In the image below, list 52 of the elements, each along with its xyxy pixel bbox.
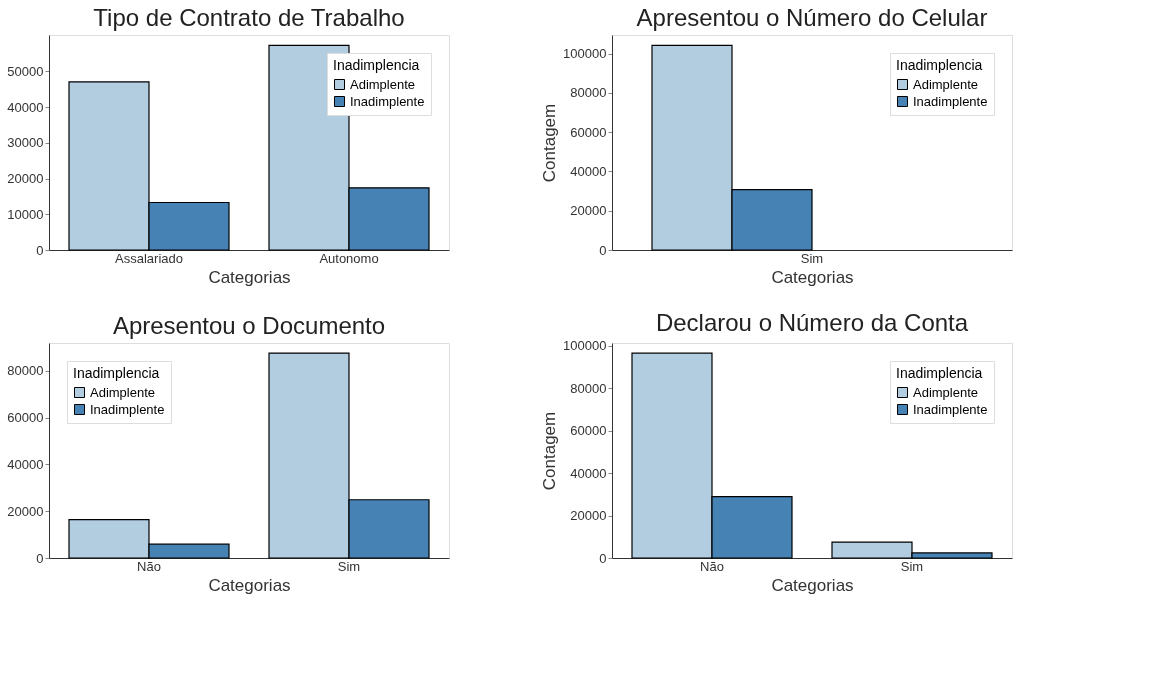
y-tick-label: 40000 bbox=[7, 456, 44, 472]
y-tick-label: 40000 bbox=[570, 163, 607, 179]
y-tick-label: 50000 bbox=[7, 63, 44, 79]
legend-label: Adimplente bbox=[913, 76, 979, 92]
y-tick-label: 100000 bbox=[563, 46, 607, 62]
legend-label: Inadimplente bbox=[90, 401, 165, 417]
x-tick-label: Não bbox=[700, 558, 724, 574]
x-tick-label: Não bbox=[137, 558, 161, 574]
x-axis-title: Categorias bbox=[208, 267, 291, 287]
y-tick-label: 20000 bbox=[570, 508, 607, 524]
chart-title: Tipo de Contrato de Trabalho bbox=[93, 4, 405, 31]
y-tick-label: 30000 bbox=[7, 135, 44, 151]
y-tick-label: 0 bbox=[36, 550, 44, 566]
x-axis-title: Categorias bbox=[771, 575, 854, 595]
y-tick-label: 0 bbox=[36, 242, 44, 258]
legend-label: Inadimplente bbox=[913, 401, 988, 417]
legend-label: Adimplente bbox=[913, 384, 979, 400]
legend-title: Inadimplencia bbox=[333, 57, 420, 73]
y-axis-title: Contagem bbox=[540, 411, 560, 491]
y-tick-label: 40000 bbox=[570, 465, 607, 481]
y-tick-label: 40000 bbox=[7, 99, 44, 115]
y-tick-label: 60000 bbox=[570, 423, 607, 439]
y-tick-label: 60000 bbox=[570, 124, 607, 140]
x-tick-label: Sim bbox=[800, 250, 824, 266]
legend-title: Inadimplencia bbox=[73, 365, 160, 381]
x-tick-label: Assalariado bbox=[115, 250, 183, 266]
y-tick-label: 10000 bbox=[7, 206, 44, 222]
y-tick-label: 20000 bbox=[570, 203, 607, 219]
legend-title: Inadimplencia bbox=[896, 365, 983, 381]
legend-label: Inadimplente bbox=[350, 93, 425, 109]
x-axis-title: Categorias bbox=[208, 575, 291, 595]
y-tick-label: 20000 bbox=[7, 503, 44, 519]
legend-label: Adimplente bbox=[90, 384, 156, 400]
x-tick-label: Autonomo bbox=[319, 250, 379, 266]
y-tick-label: 80000 bbox=[570, 85, 607, 101]
x-tick-label: Sim bbox=[900, 558, 924, 574]
chart-title: Apresentou o Documento bbox=[112, 312, 386, 339]
y-tick-label: 60000 bbox=[7, 410, 44, 426]
y-tick-label: 20000 bbox=[7, 171, 44, 187]
y-tick-label: 80000 bbox=[7, 363, 44, 379]
y-axis-title: Contagem bbox=[540, 103, 560, 183]
legend-label: Adimplente bbox=[350, 76, 416, 92]
y-tick-label: 80000 bbox=[570, 380, 607, 396]
x-tick-label: Sim bbox=[337, 558, 361, 574]
legend-title: Inadimplencia bbox=[896, 57, 983, 73]
y-tick-label: 0 bbox=[599, 242, 607, 258]
x-axis-title: Categorias bbox=[771, 267, 854, 287]
y-tick-label: 0 bbox=[599, 550, 607, 566]
legend-label: Inadimplente bbox=[913, 93, 988, 109]
chart-title: Apresentou o Número do Celular bbox=[636, 4, 988, 31]
y-tick-label: 100000 bbox=[563, 338, 607, 354]
chart-title: Declarou o Número da Conta bbox=[655, 308, 969, 336]
